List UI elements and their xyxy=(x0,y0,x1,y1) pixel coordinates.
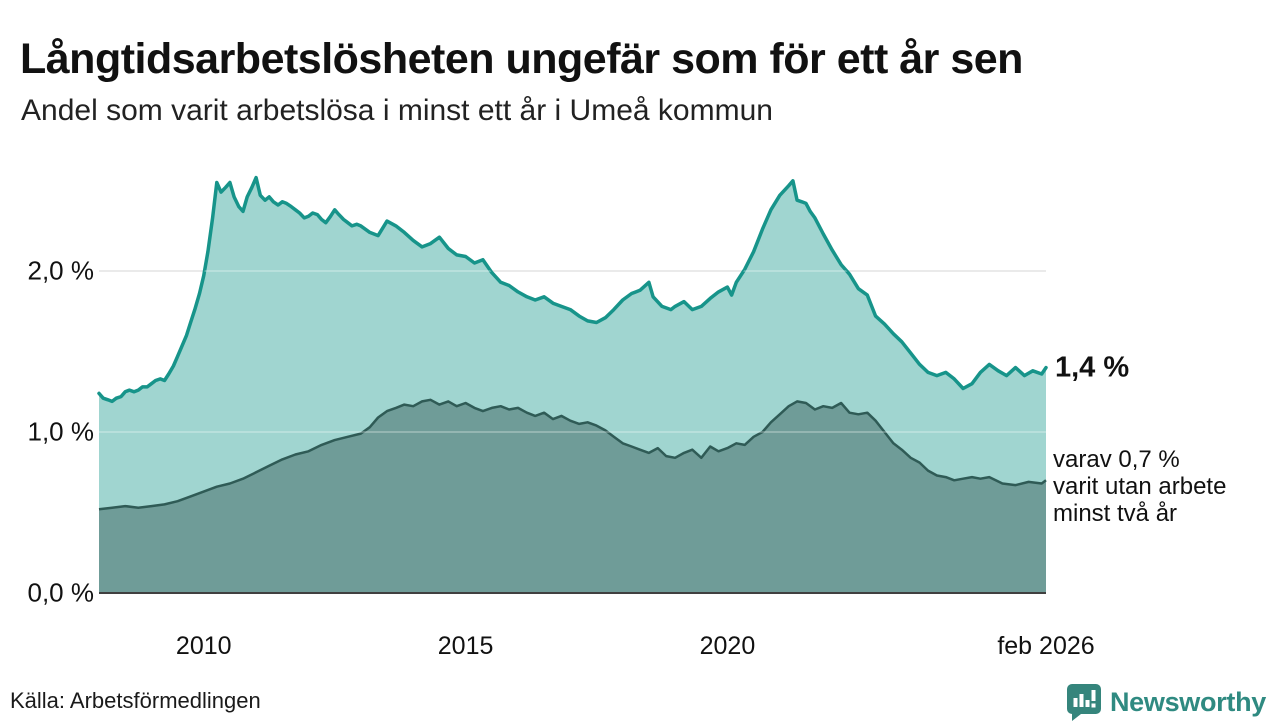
chart-subtitle: Andel som varit arbetslösa i minst ett å… xyxy=(21,94,773,127)
latest-value-label: 1,4 % xyxy=(1055,351,1130,384)
x-tick-label: 2010 xyxy=(175,632,232,660)
secondary-annotation-line: varav 0,7 % xyxy=(1053,446,1180,473)
y-tick-label: 2,0 % xyxy=(27,255,95,286)
newsworthy-wordmark: Newsworthy xyxy=(1109,686,1266,717)
secondary-annotation: varav 0,7 % varit utan arbete minst två … xyxy=(1053,446,1226,527)
y-axis: 0,0 % 1,0 % 2,0 % xyxy=(0,0,100,720)
page-title: Långtidsarbetslösheten ungefär som för e… xyxy=(20,34,1023,83)
x-tick-label: feb 2026 xyxy=(997,632,1095,660)
secondary-annotation-line: varit utan arbete xyxy=(1053,473,1227,500)
newsworthy-logo: Newsworthy xyxy=(1065,683,1266,721)
secondary-annotation-line: minst två år xyxy=(1053,500,1178,527)
newsworthy-bubble-icon xyxy=(1066,684,1101,721)
x-axis: 2010 2015 2020 feb 2026 xyxy=(0,632,1280,666)
x-tick-label: 2015 xyxy=(437,632,494,660)
source-note: Källa: Arbetsförmedlingen xyxy=(10,688,261,713)
x-tick-label: 2020 xyxy=(699,632,756,660)
y-tick-label: 1,0 % xyxy=(27,416,95,447)
y-tick-label: 0,0 % xyxy=(27,577,95,608)
